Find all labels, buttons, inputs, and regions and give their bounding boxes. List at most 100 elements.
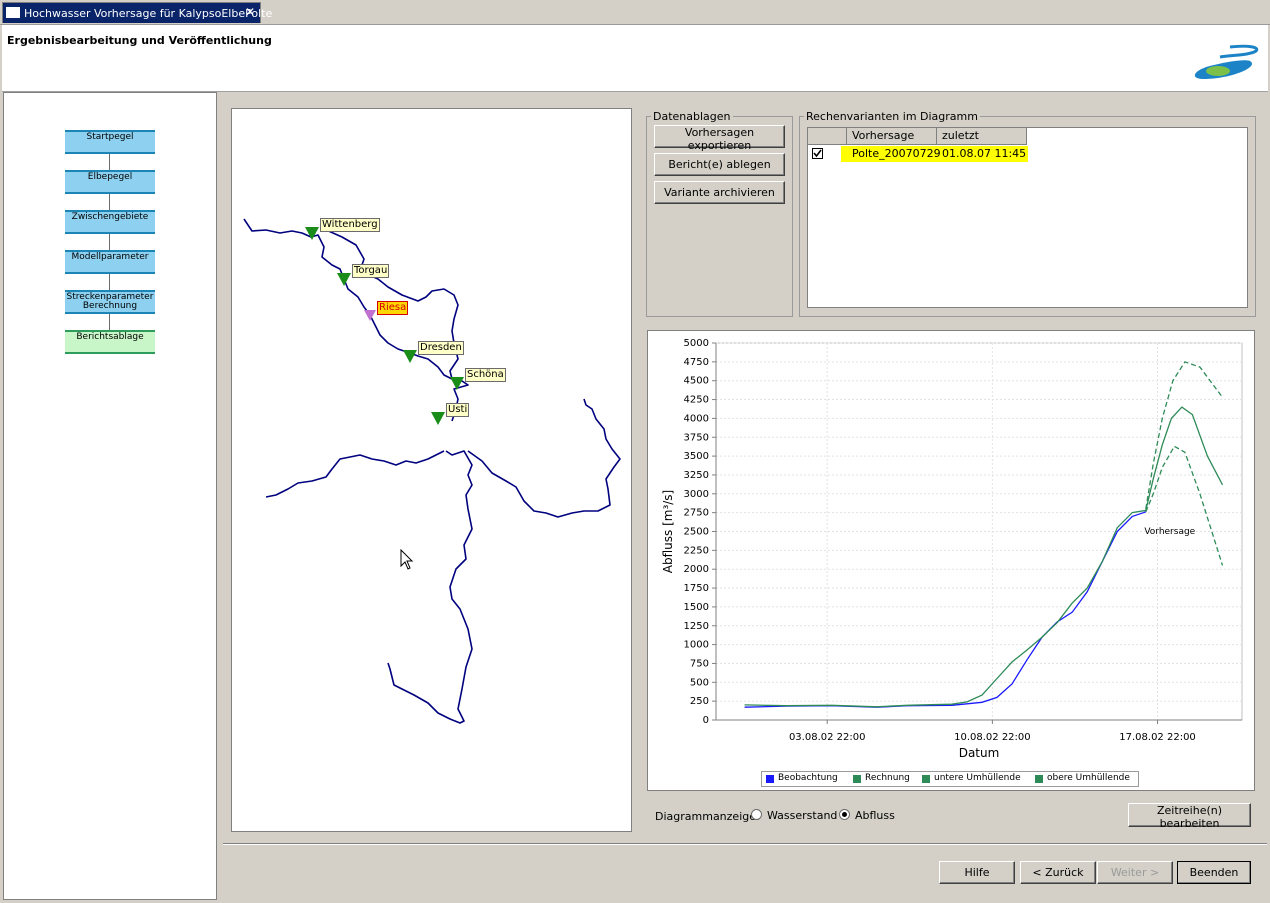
legend-obere-umhuellende: obere Umhüllende [1047,773,1130,783]
row-checkbox[interactable] [812,148,823,159]
col-header-geaendert[interactable]: zuletzt geändert [937,128,1027,158]
station-marker-usti[interactable] [431,412,445,426]
workflow-sidebar: Startpegel Elbepegel Zwischengebiete Mod… [3,92,217,900]
col-header-vorhersage[interactable]: Vorhersage [847,128,937,145]
page-title: Ergebnisbearbeitung und Veröffentlichung [7,34,272,47]
discharge-chart: 0 250 500 750 1000 1250 1500 1750 2000 2250 2500 27… [647,330,1255,791]
y-tick-label: 2750 [684,508,709,519]
station-marker-schoena[interactable] [450,377,464,391]
y-tick-label: 3000 [684,489,709,500]
station-marker-torgau[interactable] [337,273,351,287]
y-tick-label: 250 [690,696,709,707]
y-tick-label: 4000 [684,413,709,424]
y-tick-label: 1750 [684,583,709,594]
series-line-3 [1145,361,1224,510]
legend-swatch-untere [922,775,930,783]
step-startpegel[interactable]: Startpegel [65,130,155,154]
y-tick-label: 3250 [684,470,709,481]
page-header: Ergebnisbearbeitung und Veröffentlichung [2,25,1268,92]
divider [223,843,1267,845]
river-eger [265,450,445,498]
y-tick-label: 3750 [684,432,709,443]
variants-table: Vorhersage zuletzt geändert Polte_200707… [807,127,1248,308]
step-elbepegel[interactable]: Elbepegel [65,170,155,194]
station-label-usti[interactable]: Usti [446,403,470,417]
y-tick-label: 2250 [684,545,709,556]
app-icon [6,7,20,18]
river-moldau [387,450,473,724]
station-label-torgau[interactable]: Torgau [352,264,390,278]
cursor-icon [400,549,414,570]
radio-abfluss-label[interactable]: Abfluss [855,809,895,822]
radio-wasserstand-label[interactable]: Wasserstand [767,809,838,822]
y-tick-label: 2500 [684,527,709,538]
x-tick-label: 17.08.02 22:00 [1119,732,1196,743]
y-tick-label: 500 [690,677,709,688]
chart-canvas: 0 250 500 750 1000 1250 1500 1750 2000 2250 2500 27… [661,338,1243,760]
step-berichtsablage[interactable]: Berichtsablage [65,330,155,354]
y-tick-label: 4500 [684,376,709,387]
diagram-mode-label: Diagrammanzeige: [655,810,760,823]
station-label-schoena[interactable]: Schöna [465,368,506,382]
rechenvarianten-legend: Rechenvarianten im Diagramm [806,110,978,123]
legend-untere-umhuellende: untere Umhüllende [934,773,1021,783]
legend-rechnung: Rechnung [865,773,910,783]
y-tick-label: 4250 [684,395,709,406]
finish-button[interactable]: Beenden [1177,861,1251,884]
river-east [467,398,621,518]
y-tick-label: 1500 [684,602,709,613]
station-label-riesa[interactable]: Riesa [377,301,409,315]
legend-beobachtung: Beobachtung [778,773,838,783]
forecast-annotation: Vorhersage [1144,527,1195,537]
connector [109,273,110,290]
y-tick-label: 1000 [684,640,709,651]
tab-forecast[interactable]: Hochwasser Vorhersage für KalypsoElbePol… [2,2,272,23]
datenablagen-group: Datenablagen [646,110,793,317]
row-variant-name: Polte_20070729 [852,147,941,160]
step-streckenparameter[interactable]: Streckenparameter Berechnung [65,290,155,314]
station-marker-dresden[interactable] [403,350,417,364]
step-modellparameter[interactable]: Modellparameter [65,250,155,274]
legend-swatch-beobachtung [766,775,774,783]
close-icon[interactable]: ✕ [245,5,256,19]
river-network [243,218,621,724]
tab-title: Hochwasser Vorhersage für KalypsoElbePol… [24,7,273,20]
y-tick-label: 3500 [684,451,709,462]
x-axis-label: Datum [959,746,1000,760]
station-label-wittenberg[interactable]: Wittenberg [320,218,380,232]
table-row[interactable]: Polte_20070729 01.08.07 11:45 [808,145,1247,163]
y-tick-label: 0 [703,715,709,726]
archive-variant-button[interactable]: Variante archivieren [654,181,785,204]
y-tick-label: 1250 [684,621,709,632]
y-axis-label: Abfluss [m³/s] [661,490,675,573]
y-tick-label: 5000 [684,338,709,349]
series-line-1 [744,406,1224,708]
back-button[interactable]: < Zurück [1020,861,1096,884]
col-header-check[interactable] [808,128,847,145]
y-tick-label: 750 [690,658,709,669]
connector [109,153,110,170]
river-elbe [243,218,469,422]
station-marker-riesa[interactable] [364,310,376,322]
connector [109,233,110,250]
legend-swatch-rechnung [853,775,861,783]
step-zwischengebiete[interactable]: Zwischengebiete [65,210,155,234]
river-map[interactable]: Wittenberg Torgau Riesa Dresden Schöna U… [231,108,632,832]
legend-swatch-obere [1035,775,1043,783]
chart-legend: Beobachtung Rechnung untere Umhüllende o… [761,771,1139,787]
logo-icon [1194,44,1259,79]
next-button[interactable]: Weiter > [1097,861,1173,884]
radio-wasserstand[interactable] [751,809,762,820]
station-label-dresden[interactable]: Dresden [418,341,464,355]
x-tick-label: 10.08.02 22:00 [954,732,1031,743]
plot-area [715,342,1243,721]
export-forecasts-button[interactable]: Vorhersagen exportieren [654,125,785,152]
connector [109,193,110,210]
datenablagen-legend: Datenablagen [653,110,731,123]
save-reports-button[interactable]: Bericht(e) ablegen [654,153,785,176]
series-line-2 [1145,445,1224,566]
help-button[interactable]: Hilfe [939,861,1015,884]
station-marker-wittenberg[interactable] [305,227,319,241]
radio-abfluss[interactable] [839,809,850,820]
edit-timeseries-button[interactable]: Zeitreihe(n) bearbeiten [1128,803,1251,830]
